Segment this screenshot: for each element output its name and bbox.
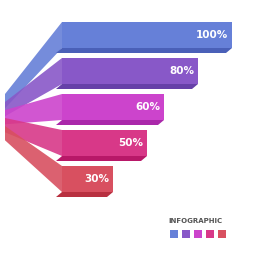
Polygon shape	[5, 94, 62, 124]
Polygon shape	[5, 118, 62, 156]
Bar	[62, 166, 113, 192]
Polygon shape	[5, 58, 62, 116]
Bar	[182, 230, 190, 238]
Polygon shape	[56, 120, 164, 125]
Bar	[62, 58, 198, 84]
Bar	[62, 94, 164, 120]
Bar	[62, 22, 232, 48]
Bar	[218, 230, 226, 238]
Text: 60%: 60%	[135, 102, 160, 112]
Polygon shape	[56, 156, 147, 161]
Bar	[62, 130, 147, 156]
Polygon shape	[56, 48, 232, 53]
Text: 50%: 50%	[118, 138, 143, 148]
Bar	[206, 230, 214, 238]
Polygon shape	[56, 192, 113, 197]
Text: 30%: 30%	[84, 174, 109, 184]
Bar	[194, 230, 202, 238]
Bar	[170, 230, 178, 238]
Polygon shape	[5, 22, 62, 108]
Text: INFOGRAPHIC: INFOGRAPHIC	[168, 218, 222, 224]
Text: 100%: 100%	[196, 30, 228, 40]
Polygon shape	[5, 126, 62, 192]
Polygon shape	[56, 84, 198, 89]
Text: 80%: 80%	[169, 66, 194, 76]
